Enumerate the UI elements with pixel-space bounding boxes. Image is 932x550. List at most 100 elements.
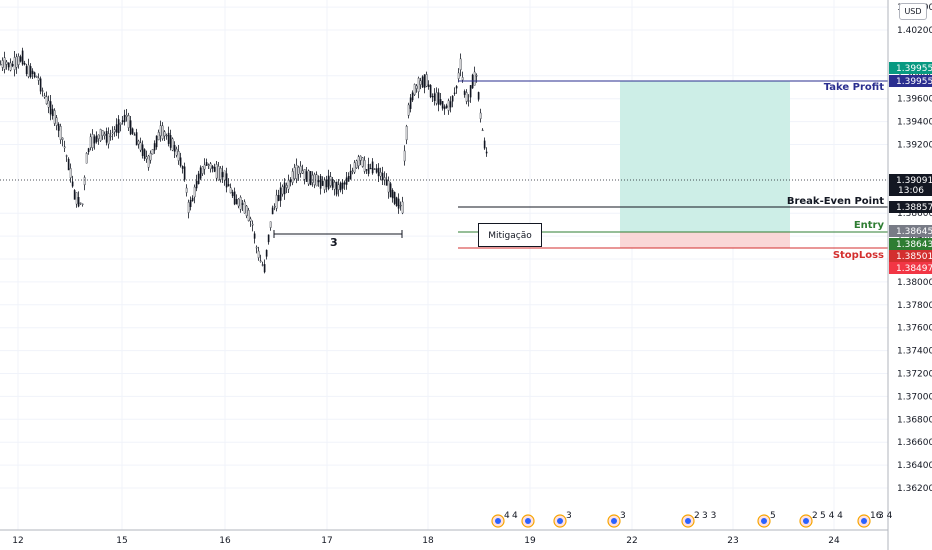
mitigation-note[interactable]: Mitigação [478,223,542,247]
candle-body [13,57,16,70]
candle-body [413,84,416,95]
candle-body [211,166,214,169]
candle-body [423,74,426,88]
candle-body [231,192,234,197]
candle-body [337,184,340,190]
candle-body [1,60,4,68]
candle-body [9,62,12,71]
time-tick-label: 17 [321,536,332,546]
candle-body [381,172,384,181]
candle-body [395,197,398,207]
price-tick-label: 1.38000 [897,278,932,288]
candle-body [31,70,34,74]
currency-button[interactable]: USD [899,3,927,20]
candle-body [189,199,192,208]
candle-body [171,138,174,151]
event-marker[interactable] [521,514,535,528]
candle-body [247,209,250,222]
candle-body [375,168,378,173]
flag-icon-center [525,518,531,524]
candle-body [303,169,306,180]
candle-body [417,77,420,92]
entry-tag-text: 1.38643 [896,240,932,250]
price-tick-label: 1.38600 [897,209,932,219]
price-tick-label: 1.38400 [897,232,932,242]
event-marker[interactable]: 163 4 [857,511,893,528]
candle-body [475,75,478,77]
candle-body [109,135,112,138]
candle-body [249,218,252,222]
candle-body [85,153,88,164]
event-marker[interactable]: 3 [553,511,572,528]
candle-body [329,176,332,186]
candle-body [75,192,78,205]
price-tick-label: 1.39600 [897,95,932,105]
price-tick-label: 1.37000 [897,392,932,402]
candle-body [175,148,178,156]
time-axis[interactable]: 12 15 16 17 18 19 22 23 24 [12,536,840,546]
candle-body [321,180,324,186]
candle-body [323,179,326,190]
sl-tag-bottom-text: 1.38497 [896,264,932,274]
candle-body [427,84,430,88]
flag-icon-center [761,518,767,524]
candle-body [187,202,190,213]
candle-body [207,164,210,166]
candle-body [365,169,368,171]
candle-body [445,105,448,108]
candle-body [441,101,444,109]
flag-icon-center [803,518,809,524]
candle-body [387,180,390,193]
price-tick-label: 1.36200 [897,484,932,494]
candle-body [291,171,294,183]
candle-body [399,204,402,207]
candle-body [379,172,382,177]
candle-body [163,131,166,137]
candle-body [229,187,232,194]
candle-body [39,78,42,92]
candle-body [95,135,98,142]
candle-body [437,92,440,105]
candle-body [385,179,388,186]
candle-body [61,137,64,140]
candle-body [429,85,432,98]
candle-body [59,126,62,141]
candle-body [311,174,314,183]
candle-body [403,150,406,162]
event-extra: 3 4 [878,511,893,521]
candle-body [113,129,116,133]
candle-body [125,114,128,117]
candle-body [17,56,20,66]
candle-body [263,264,266,273]
candle-body [121,120,124,123]
event-marker[interactable]: 5 [757,511,776,528]
candle-body [485,151,488,154]
candle-body [351,170,354,172]
candle-body [277,194,280,201]
candle-body [433,93,436,101]
candle-body [43,95,46,98]
candle-body [255,246,258,249]
candle-body [57,123,60,131]
candle-body [265,249,268,257]
candle-body [467,100,470,102]
candle-body [215,164,218,179]
price-tick-label: 1.39400 [897,118,932,128]
event-marker[interactable]: 3 [607,511,626,528]
candle-body [49,101,52,115]
candle-body [237,198,240,207]
candle-body [201,166,204,174]
candle-body [313,174,316,186]
candle-body [421,76,424,88]
candle-body [15,56,18,68]
candle-body [481,129,484,132]
candle-body [371,161,374,174]
candle-body [309,171,312,186]
candle-body [7,62,10,68]
flag-icon-center [611,518,617,524]
